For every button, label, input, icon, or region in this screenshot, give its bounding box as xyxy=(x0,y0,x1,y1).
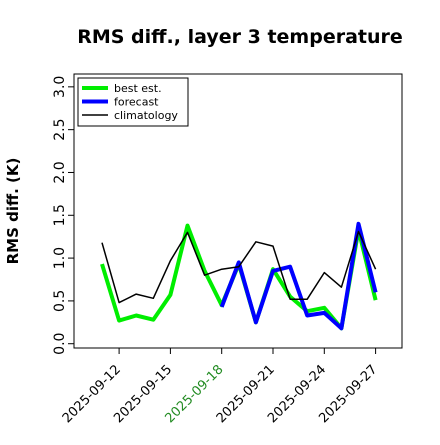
y-tick-label: 2.5 xyxy=(52,119,68,141)
y-axis: 0.0 0.5 1.0 1.5 2.0 2.5 3.0 xyxy=(52,76,74,355)
y-tick-label: 3.0 xyxy=(52,76,68,98)
x-axis: 2025-09-122025-09-152025-09-182025-09-21… xyxy=(60,348,380,426)
chart-title: RMS diff., layer 3 temperature xyxy=(77,26,403,48)
y-tick-label: 0.0 xyxy=(52,333,68,355)
y-tick-label: 2.0 xyxy=(52,161,68,183)
series-line-2 xyxy=(101,230,377,304)
y-tick-label: 1.5 xyxy=(52,204,68,226)
legend-label: climatology xyxy=(114,109,178,122)
legend-label: best est. xyxy=(114,82,162,95)
series-lines xyxy=(100,221,378,331)
y-tick-label: 0.5 xyxy=(52,290,68,312)
y-axis-label: RMS diff. (K) xyxy=(4,158,22,265)
y-tick-label: 1.0 xyxy=(52,247,68,269)
legend-label: forecast xyxy=(114,96,159,109)
series-line-1 xyxy=(219,221,378,331)
series-line-0 xyxy=(100,223,378,331)
plot-frame xyxy=(73,73,403,349)
